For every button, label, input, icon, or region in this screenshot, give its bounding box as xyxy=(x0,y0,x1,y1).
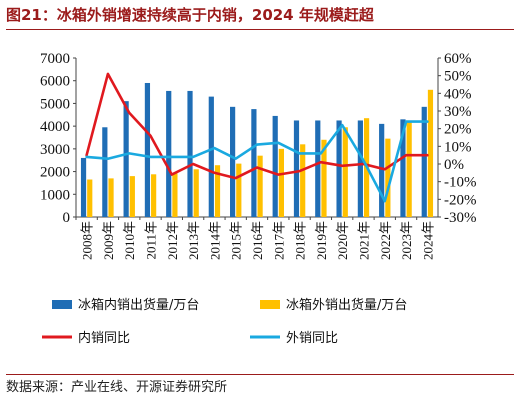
left-tick-label: 0 xyxy=(63,210,71,226)
legend-domestic-volume-swatch xyxy=(52,300,72,309)
right-tick-label: 40% xyxy=(444,86,472,102)
domestic-volume-bar xyxy=(102,127,108,217)
x-tick-label: 2020年 xyxy=(335,221,350,260)
domestic-volume-bar xyxy=(272,115,278,217)
export-yoy-line xyxy=(85,120,429,203)
x-tick-label: 2023年 xyxy=(399,221,414,260)
right-tick-label: -20% xyxy=(444,192,477,208)
right-tick-label: -10% xyxy=(444,175,477,191)
left-tick-label: 5000 xyxy=(40,96,70,112)
legend-domestic-yoy-label: 内销同比 xyxy=(78,330,130,346)
legend-domestic-volume-label: 冰箱内销出货量/万台 xyxy=(78,297,199,313)
right-tick-label: -30% xyxy=(444,210,477,226)
domestic-volume-bar xyxy=(144,82,151,217)
export-volume-bar xyxy=(108,178,114,217)
export-volume-bar xyxy=(129,176,135,217)
right-tick-label: 0% xyxy=(444,157,464,173)
domestic-volume-bar xyxy=(336,120,342,217)
export-volume-bar xyxy=(385,138,391,217)
bars xyxy=(80,82,434,217)
x-tick-label: 2010年 xyxy=(122,221,137,260)
domestic-volume-bar xyxy=(230,106,236,217)
right-tick-label: 50% xyxy=(444,69,472,85)
x-tick-label: 2012年 xyxy=(165,221,180,260)
right-tick-label: 10% xyxy=(444,139,472,155)
export-volume-bar xyxy=(214,165,221,217)
export-volume-bar xyxy=(321,139,327,217)
axes: 0 1000 2000 3000 4000 5000 6000 7000 -30% -20%-10… xyxy=(40,51,477,260)
left-tick-label: 2000 xyxy=(40,165,70,181)
figure-title: 图21：冰箱外销增速持续高于内销，2024 年规模赶超 xyxy=(6,6,374,24)
x-tick-label: 2017年 xyxy=(271,221,286,260)
right-tick-label: 20% xyxy=(444,122,472,138)
left-tick-label: 6000 xyxy=(40,74,70,90)
x-tick-label: 2024年 xyxy=(420,221,435,260)
domestic-volume-bar xyxy=(421,106,427,217)
x-tick-label: 2022年 xyxy=(378,221,393,260)
x-tick-label: 2008年 xyxy=(80,221,95,260)
right-tick-label: 30% xyxy=(444,104,472,120)
right-tick-label: 60% xyxy=(444,51,472,67)
domestic-volume-bar xyxy=(208,96,214,217)
domestic-volume-bar xyxy=(400,119,406,217)
x-tick-label: 2013年 xyxy=(186,221,201,260)
export-volume-bar xyxy=(151,174,157,217)
export-volume-bar xyxy=(406,120,412,217)
legend-export-volume-label: 冰箱外销出货量/万台 xyxy=(286,297,407,313)
export-volume-bar xyxy=(278,148,284,217)
left-tick-label: 1000 xyxy=(40,187,70,203)
domestic-volume-bar xyxy=(251,109,257,217)
source-divider xyxy=(6,374,514,375)
legend-export-volume-swatch xyxy=(260,300,280,309)
x-tick-label: 2015年 xyxy=(229,221,244,260)
left-tick-label: 7000 xyxy=(40,51,70,67)
domestic-volume-bar xyxy=(187,90,193,217)
domestic-volume-bar xyxy=(379,123,385,217)
export-volume-bar xyxy=(236,163,242,217)
export-volume-bar xyxy=(342,127,348,217)
domestic-volume-bar xyxy=(123,101,129,217)
domestic-volume-bar xyxy=(357,120,363,217)
source-note: 数据来源：产业在线、开源证券研究所 xyxy=(6,380,228,395)
export-volume-bar xyxy=(193,169,199,217)
export-volume-bar xyxy=(427,89,434,217)
x-tick-label: 2011年 xyxy=(144,221,159,260)
x-tick-label: 2018年 xyxy=(293,221,308,260)
x-tick-label: 2016年 xyxy=(250,221,265,260)
title-divider xyxy=(6,29,514,30)
lines xyxy=(85,72,429,203)
domestic-volume-bar xyxy=(80,157,87,217)
x-tick-label: 2014年 xyxy=(207,221,222,260)
legend-export-yoy-label: 外销同比 xyxy=(286,331,338,346)
x-tick-label: 2009年 xyxy=(101,221,116,260)
domestic-yoy-line xyxy=(85,72,429,180)
left-tick-label: 3000 xyxy=(40,142,70,158)
left-tick-label: 4000 xyxy=(40,119,70,135)
domestic-volume-bar xyxy=(166,90,172,217)
export-volume-bar xyxy=(257,155,263,217)
x-tick-label: 2019年 xyxy=(314,221,329,260)
domestic-volume-bar xyxy=(315,120,321,217)
export-volume-bar xyxy=(172,173,178,217)
export-volume-bar xyxy=(87,179,93,217)
export-volume-bar xyxy=(300,144,306,217)
domestic-volume-bar xyxy=(293,120,300,217)
x-tick-label: 2021年 xyxy=(356,221,371,260)
